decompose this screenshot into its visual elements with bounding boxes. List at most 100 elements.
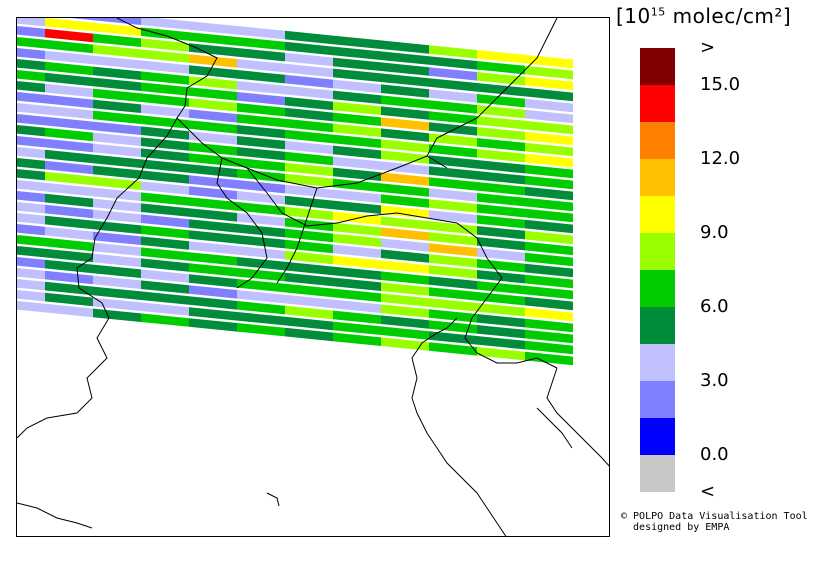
border-line <box>176 117 448 189</box>
swath-pixel <box>17 300 45 313</box>
swath-pixel <box>381 40 429 54</box>
swath-pixel <box>477 336 525 350</box>
swath-pixel <box>93 22 141 36</box>
swath-pixel <box>141 159 189 173</box>
legend-title: [1015 molec/cm²] <box>616 4 812 28</box>
swath-pixel <box>17 47 45 60</box>
border-line <box>17 18 218 439</box>
swath-pixel <box>17 125 45 137</box>
legend-swatch <box>640 307 675 344</box>
swath-pixel <box>285 250 333 265</box>
swath-pixel <box>93 220 141 234</box>
swath-pixel <box>477 204 525 218</box>
swath-pixel <box>93 132 141 146</box>
swath-pixel <box>477 303 525 317</box>
swath-pixel <box>525 274 573 289</box>
swath-pixel <box>429 122 477 136</box>
swath-pixel <box>17 26 45 38</box>
legend-tick-label: < <box>700 481 716 502</box>
swath-pixel <box>45 182 93 197</box>
swath-pixel <box>237 81 285 95</box>
swath-pixel <box>429 177 477 191</box>
swath-pixel <box>93 55 141 69</box>
swath-pixel <box>429 298 477 312</box>
swath-pixel <box>285 327 333 342</box>
swath-pixel <box>333 90 381 104</box>
legend-swatch <box>640 159 675 196</box>
swath-pixel <box>189 43 237 57</box>
swath-pixel <box>429 111 477 125</box>
swath-pixel <box>525 197 573 212</box>
border-line <box>464 277 558 369</box>
swath-pixel <box>141 126 189 140</box>
map-panel[interactable] <box>16 17 610 537</box>
swath-pixel <box>45 237 93 252</box>
swath-pixel <box>429 265 477 279</box>
swath-pixel <box>237 268 285 282</box>
swath-pixel <box>17 36 45 49</box>
swath-pixel <box>189 32 237 46</box>
swath-pixel <box>477 226 525 240</box>
swath-pixel <box>525 142 573 157</box>
swath-pixel <box>381 117 429 131</box>
swath-pixel <box>141 192 189 206</box>
swath-pixel <box>17 147 45 159</box>
swath-pixel <box>381 216 429 230</box>
swath-pixel <box>237 224 285 238</box>
swath-pixel <box>189 54 237 68</box>
retrieval-swaths <box>17 18 573 366</box>
swath-pixel <box>141 181 189 195</box>
swath-pixel <box>45 226 93 241</box>
swath-pixel <box>189 142 237 156</box>
swath-pixel <box>477 292 525 306</box>
swath-pixel <box>189 87 237 101</box>
swath-pixel <box>333 310 381 324</box>
legend-tick-label: 3.0 <box>700 370 729 391</box>
swath-pixel <box>381 238 429 252</box>
swath-pixel <box>189 164 237 178</box>
swath-pixel <box>17 235 45 247</box>
swath-pixel <box>381 172 429 186</box>
swath-pixel <box>429 89 477 103</box>
swath-pixel <box>429 232 477 246</box>
swath-pixel <box>45 270 93 285</box>
swath-pixel <box>381 260 429 274</box>
credit-line-1: © POLPO Data Visualisation Tool <box>621 511 808 522</box>
swath-pixel <box>477 160 525 174</box>
swath-pixel <box>45 105 93 120</box>
swath-pixel <box>141 93 189 107</box>
swath-pixel <box>189 120 237 134</box>
swath-pixel <box>477 248 525 262</box>
swath-pixel <box>45 160 93 175</box>
swath-pixel <box>141 269 189 283</box>
swath-pixel <box>17 213 45 225</box>
swath-pixel <box>237 180 285 194</box>
swath-pixel <box>477 127 525 141</box>
legend-swatch <box>640 233 675 270</box>
swath-pixel <box>237 158 285 172</box>
swath-pixel <box>525 109 573 124</box>
legend-tick-label: 9.0 <box>700 222 729 243</box>
swath-pixel <box>45 248 93 263</box>
swath-pixel <box>333 178 381 192</box>
swath-pixel <box>237 70 285 84</box>
legend-swatch <box>640 418 675 455</box>
swath-pixel <box>237 191 285 205</box>
swath-pixel <box>45 116 93 131</box>
swath-pixel <box>381 95 429 109</box>
swath-pixel <box>285 30 333 45</box>
swath-pixel <box>333 189 381 203</box>
swath-pixel <box>45 94 93 109</box>
swath-pixel <box>477 171 525 185</box>
swath-pixel <box>285 272 333 287</box>
swath-pixel <box>189 296 237 310</box>
swath-pixel <box>45 193 93 208</box>
legend-swatch <box>640 344 675 381</box>
swath-pixel <box>237 59 285 73</box>
swath-pixel <box>93 264 141 278</box>
swath-pixel <box>93 198 141 212</box>
coastline <box>536 407 573 449</box>
swath-pixel <box>429 320 477 334</box>
swath-pixel <box>333 79 381 93</box>
swath-pixel <box>45 303 93 318</box>
